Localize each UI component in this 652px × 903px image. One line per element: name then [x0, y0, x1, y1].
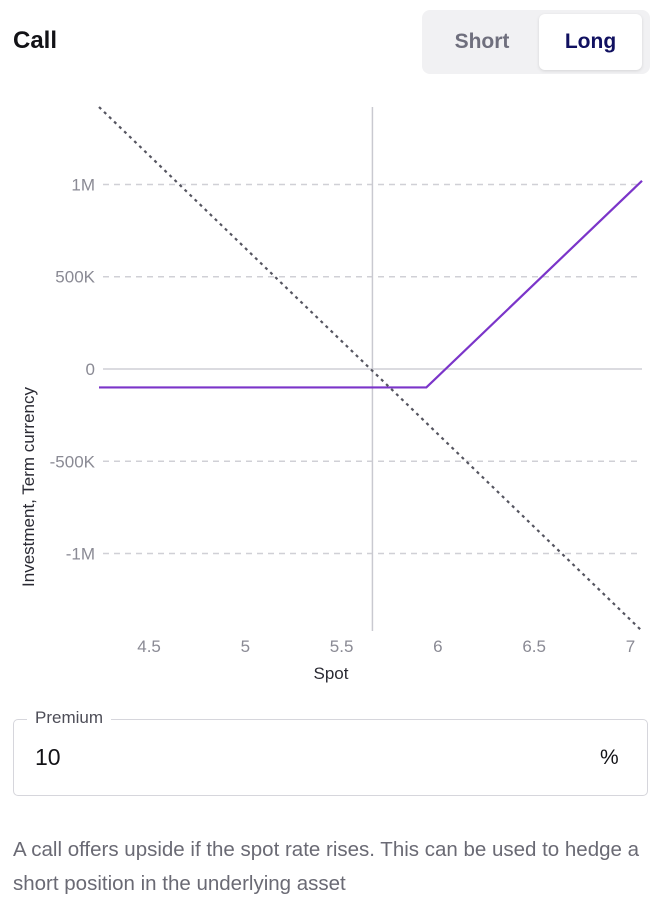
y-axis-label: Investment, Term currency [19, 387, 38, 587]
x-tick-label: 6.5 [522, 637, 546, 656]
series-line-payoff [99, 180, 643, 389]
x-tick-labels: 4.5 5 5.5 6 6.5 7 [137, 637, 635, 656]
x-axis-label: Spot [314, 664, 349, 683]
y-tick-label: 0 [86, 360, 95, 379]
y-tick-label: 500K [55, 268, 95, 287]
short-button[interactable]: Short [454, 30, 510, 53]
y-tick-label: -1M [66, 545, 95, 564]
x-tick-label: 5 [241, 637, 250, 656]
percent-unit: % [600, 746, 619, 769]
y-tick-label: 1M [71, 175, 95, 194]
long-button[interactable]: Long [539, 14, 642, 70]
direction-toggle: Short Long [422, 10, 650, 74]
series-lines [98, 106, 643, 632]
x-tick-label: 5.5 [330, 637, 354, 656]
x-tick-label: 6 [433, 637, 442, 656]
y-tick-label: -500K [50, 452, 96, 471]
page-title: Call [13, 27, 58, 54]
premium-input[interactable]: 10 [35, 744, 61, 770]
y-tick-labels: 1M 500K 0 -500K -1M [50, 175, 96, 563]
x-tick-label: 7 [626, 637, 635, 656]
description-text: A call offers upside if the spot rate ri… [13, 838, 640, 895]
payoff-chart: 1M 500K 0 -500K -1M 4.5 5 5.5 6 6.5 7 Spot Invest… [19, 106, 643, 683]
premium-label: Premium [27, 708, 112, 728]
premium-field[interactable] [13, 719, 648, 796]
x-tick-label: 4.5 [137, 637, 161, 656]
header: Call Short Long [0, 0, 652, 90]
